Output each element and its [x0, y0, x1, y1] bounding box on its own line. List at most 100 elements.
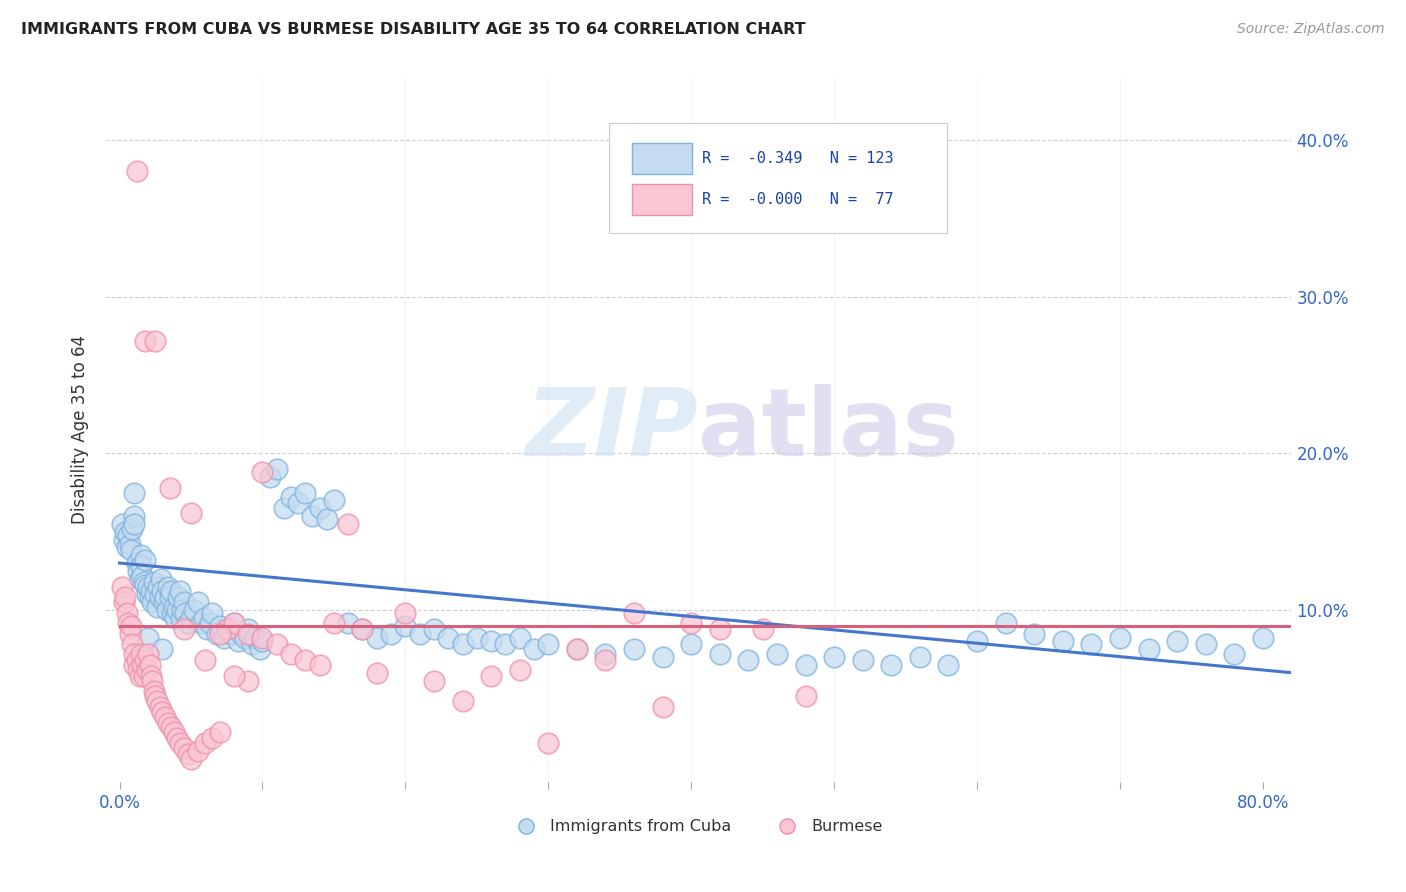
Point	[187, 744, 209, 758]
Point	[163, 725, 186, 739]
Point	[1052, 634, 1074, 648]
Point	[1137, 642, 1160, 657]
Point	[138, 657, 160, 672]
Point	[226, 634, 249, 648]
Point	[229, 626, 252, 640]
Point	[249, 642, 271, 657]
Point	[142, 574, 165, 589]
Point	[823, 650, 845, 665]
Point	[219, 626, 242, 640]
Point	[352, 622, 374, 636]
Point	[394, 606, 416, 620]
Point	[143, 689, 166, 703]
Point	[117, 615, 139, 630]
Point	[170, 611, 193, 625]
Point	[127, 663, 149, 677]
Point	[437, 631, 460, 645]
Point	[136, 647, 159, 661]
Point	[166, 731, 188, 746]
Point	[595, 647, 617, 661]
Point	[681, 638, 703, 652]
Point	[122, 657, 145, 672]
Point	[929, 856, 952, 871]
Point	[149, 572, 172, 586]
Text: IMMIGRANTS FROM CUBA VS BURMESE DISABILITY AGE 35 TO 64 CORRELATION CHART: IMMIGRANTS FROM CUBA VS BURMESE DISABILI…	[21, 22, 806, 37]
Point	[131, 657, 153, 672]
Text: Source: ZipAtlas.com: Source: ZipAtlas.com	[1237, 22, 1385, 37]
Point	[479, 634, 502, 648]
Point	[143, 587, 166, 601]
FancyBboxPatch shape	[631, 143, 692, 174]
Point	[177, 747, 200, 761]
Point	[315, 512, 337, 526]
Point	[394, 618, 416, 632]
Point	[177, 615, 200, 630]
Point	[423, 673, 446, 688]
Point	[308, 657, 330, 672]
Point	[125, 164, 148, 178]
Point	[114, 591, 136, 605]
Text: R =  -0.000   N =  77: R = -0.000 N = 77	[702, 192, 894, 207]
Point	[366, 665, 388, 680]
Point	[128, 669, 150, 683]
Point	[155, 709, 177, 723]
Point	[180, 611, 202, 625]
Point	[118, 537, 141, 551]
Point	[141, 673, 163, 688]
Point	[252, 634, 274, 648]
Point	[509, 631, 531, 645]
Point	[134, 553, 156, 567]
Point	[280, 647, 302, 661]
Point	[128, 572, 150, 586]
Point	[148, 591, 170, 605]
Point	[122, 485, 145, 500]
Point	[751, 622, 773, 636]
Point	[114, 524, 136, 539]
Point	[157, 580, 180, 594]
Point	[465, 631, 488, 645]
Point	[595, 653, 617, 667]
Point	[280, 490, 302, 504]
Text: atlas: atlas	[699, 384, 959, 475]
Point	[125, 556, 148, 570]
Point	[142, 684, 165, 698]
Point	[135, 663, 157, 677]
Point	[134, 653, 156, 667]
Point	[131, 568, 153, 582]
Point	[794, 689, 817, 703]
Point	[139, 584, 162, 599]
Point	[1109, 631, 1132, 645]
Point	[352, 622, 374, 636]
Point	[565, 642, 588, 657]
Point	[156, 603, 179, 617]
Point	[1251, 631, 1274, 645]
Point	[166, 603, 188, 617]
Point	[766, 647, 789, 661]
Point	[737, 653, 759, 667]
Point	[115, 606, 138, 620]
Point	[138, 591, 160, 605]
Point	[146, 580, 169, 594]
Point	[208, 618, 231, 632]
Point	[121, 638, 143, 652]
Point	[183, 603, 205, 617]
Point	[366, 631, 388, 645]
Point	[132, 669, 155, 683]
Point	[681, 615, 703, 630]
Point	[169, 736, 191, 750]
Point	[134, 334, 156, 348]
Point	[423, 622, 446, 636]
Point	[145, 694, 167, 708]
Point	[127, 564, 149, 578]
Point	[308, 501, 330, 516]
Point	[134, 578, 156, 592]
Point	[187, 595, 209, 609]
Point	[169, 584, 191, 599]
Point	[322, 493, 344, 508]
Point	[129, 548, 152, 562]
Text: R =  -0.349   N = 123: R = -0.349 N = 123	[702, 151, 894, 166]
Point	[709, 622, 731, 636]
Point	[994, 615, 1017, 630]
Point	[180, 752, 202, 766]
Point	[523, 642, 546, 657]
